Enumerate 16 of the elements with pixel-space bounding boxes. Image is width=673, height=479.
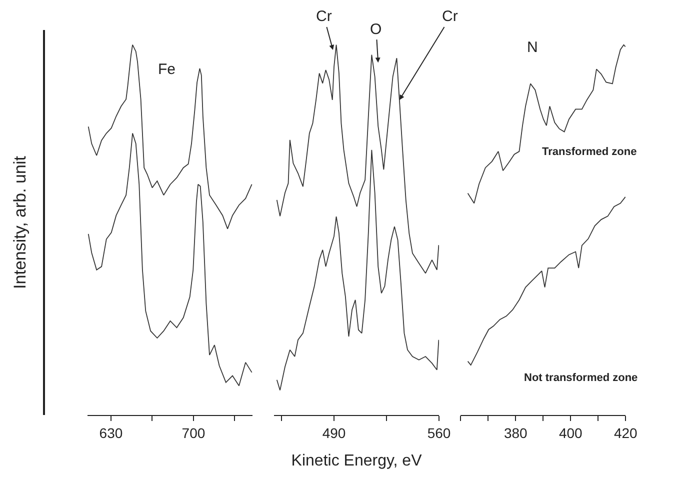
x-tick-label: 490: [322, 424, 346, 441]
annotation: Cr: [442, 8, 458, 25]
annotation: Not transformed zone: [524, 372, 638, 384]
x-axis-title: Kinetic Energy, eV: [291, 452, 422, 470]
x-tick-label: 560: [427, 424, 451, 441]
x-tick-label: 420: [614, 424, 638, 441]
y-axis-title: Intensity, arb. unit: [10, 156, 30, 289]
x-tick-label: 400: [558, 424, 583, 441]
x-tick-label: 700: [182, 424, 206, 441]
annotation: Cr: [316, 8, 332, 25]
x-tick-label: 380: [504, 424, 528, 441]
annotation: Fe: [158, 61, 176, 78]
x-tick-label: 630: [99, 424, 123, 441]
annotation: Transformed zone: [542, 146, 637, 158]
annotation: N: [527, 39, 538, 56]
annotation: O: [370, 21, 382, 38]
